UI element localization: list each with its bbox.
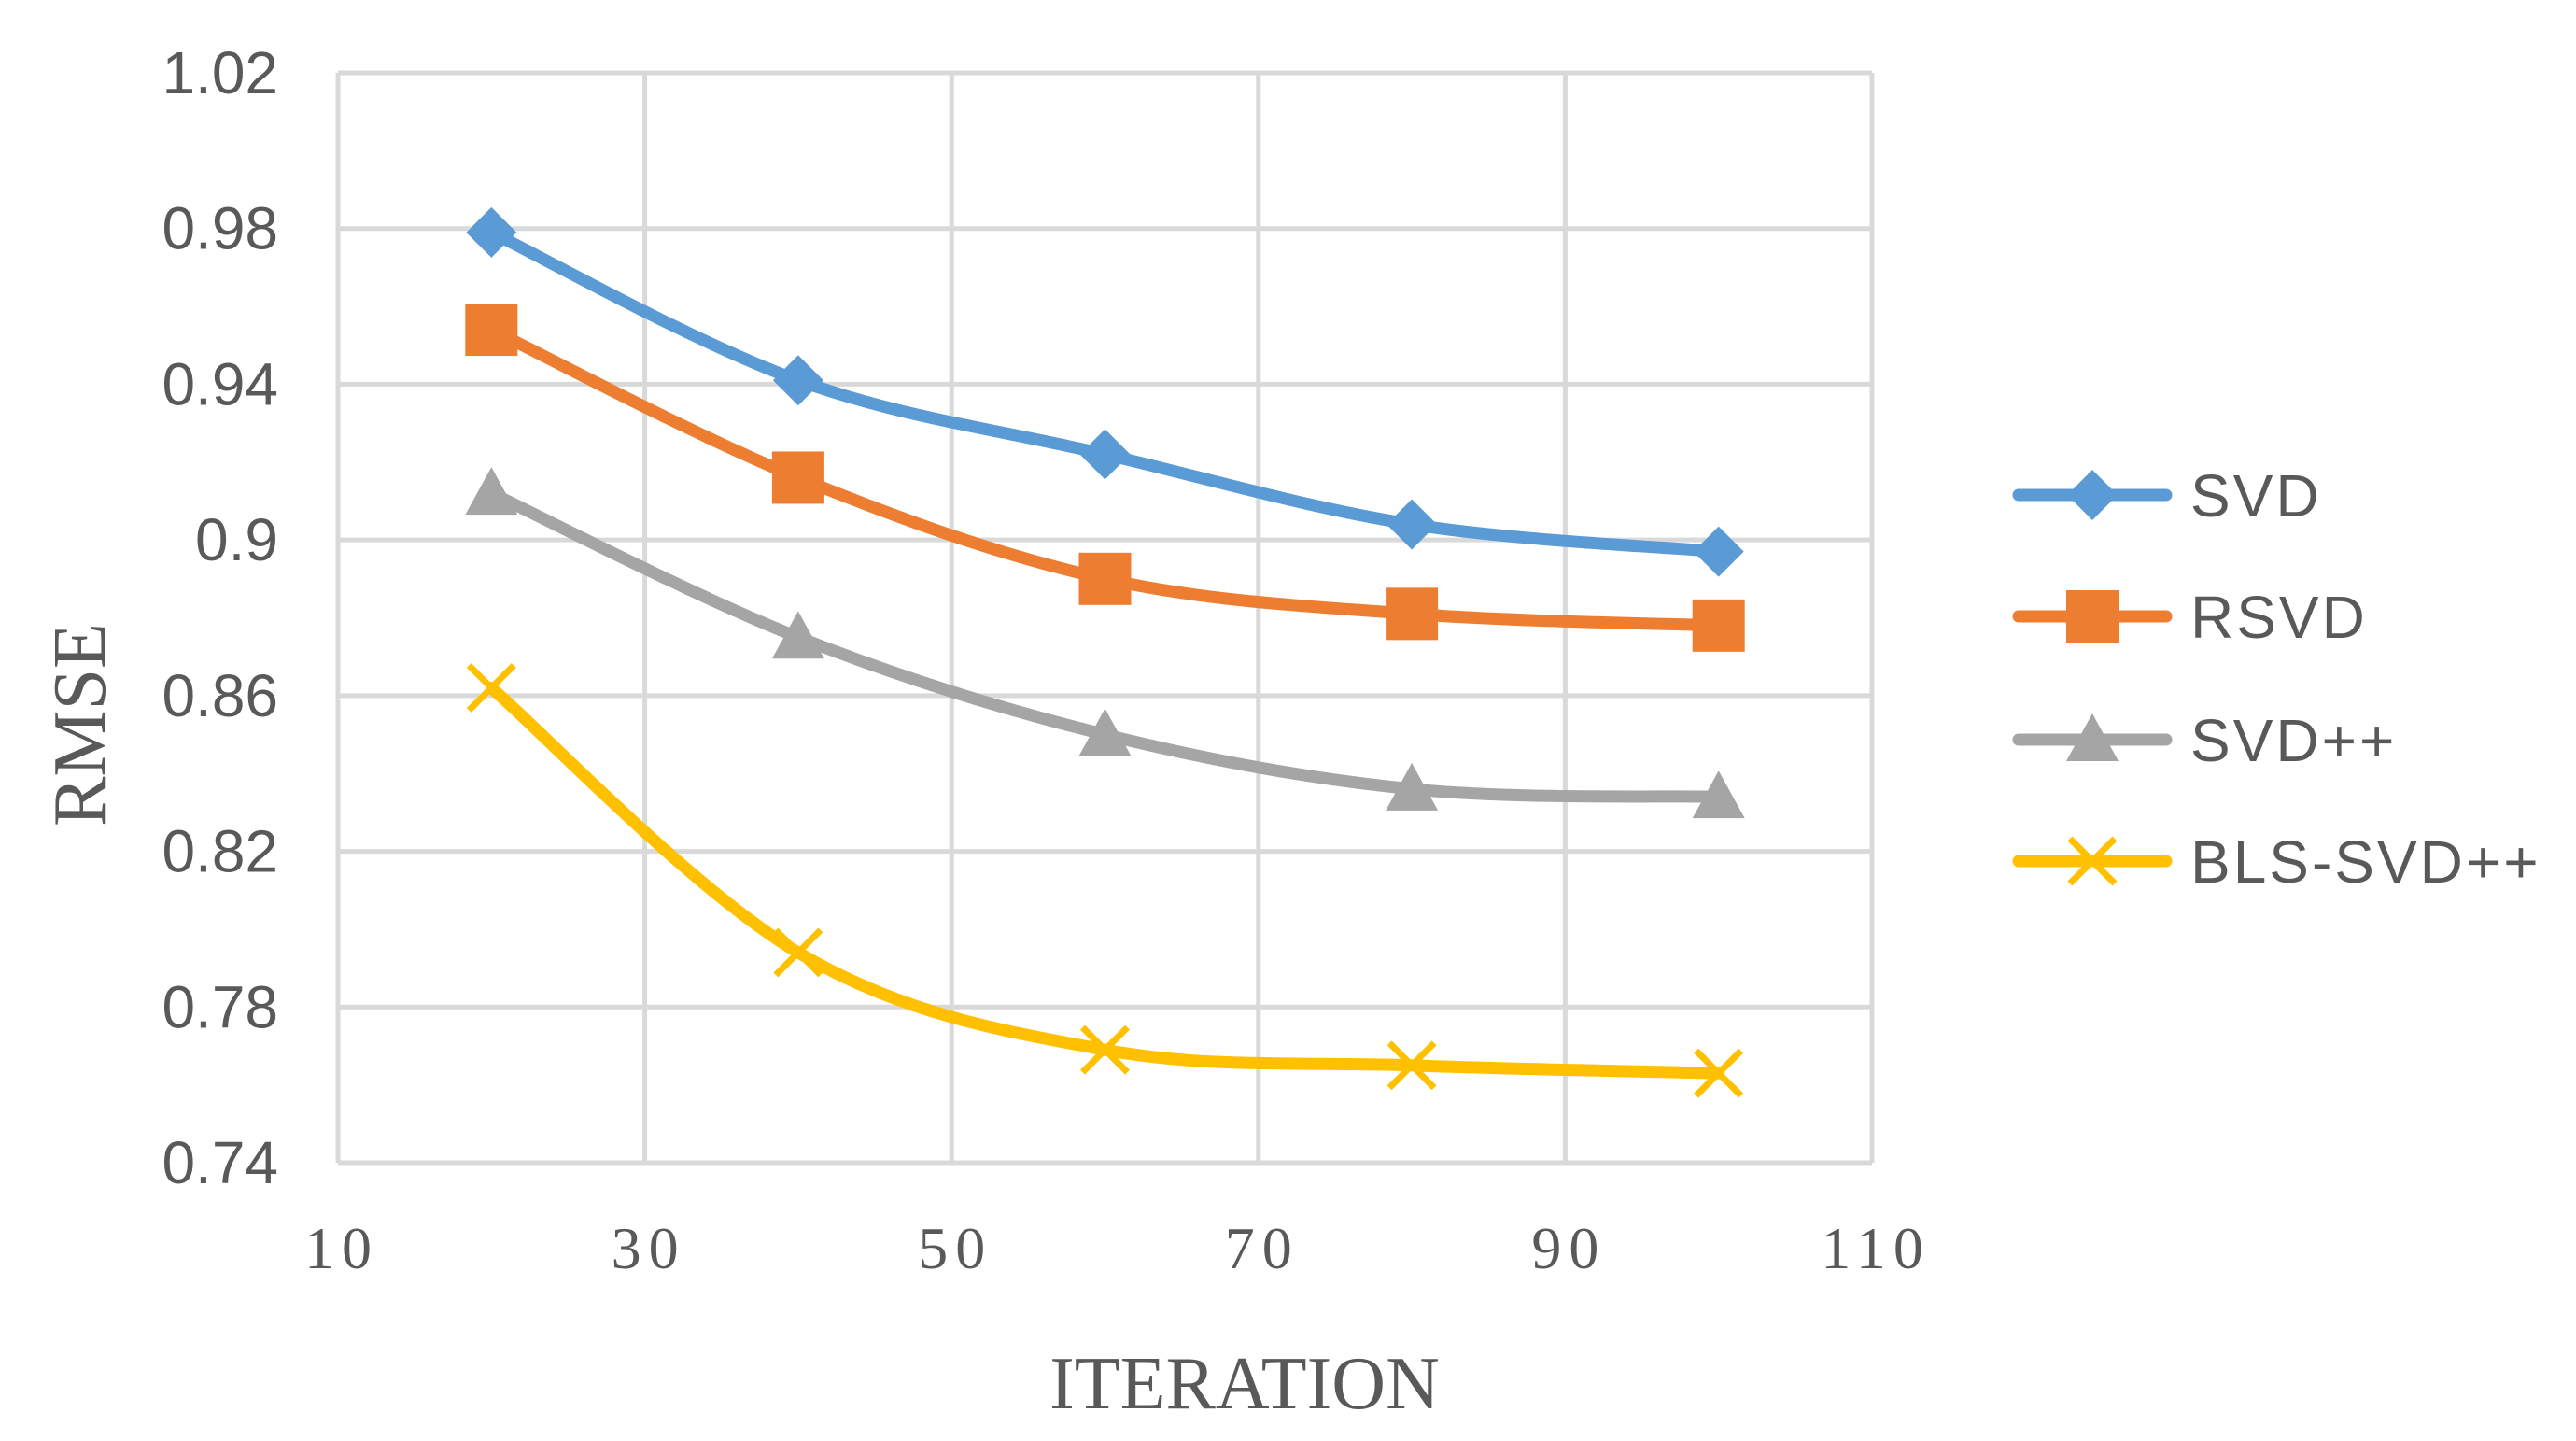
data-point-x bbox=[466, 663, 516, 713]
data-point-diamond bbox=[466, 206, 517, 258]
legend-marker bbox=[2066, 590, 2119, 643]
x-tick-label: 30 bbox=[612, 1215, 686, 1281]
legend-label: RSVD bbox=[2190, 584, 2368, 651]
data-point-diamond bbox=[1693, 526, 1744, 577]
x-tick-label: 50 bbox=[918, 1215, 992, 1281]
legend-label: SVD++ bbox=[2190, 707, 2397, 774]
y-tick-label: 0.94 bbox=[162, 350, 278, 417]
data-point-diamond bbox=[772, 355, 823, 406]
data-point-triangle bbox=[1386, 762, 1439, 811]
data-point-triangle bbox=[1692, 770, 1745, 819]
series-group bbox=[465, 206, 1745, 1098]
data-point-x bbox=[1387, 1040, 1437, 1091]
y-tick-label: 0.78 bbox=[162, 973, 278, 1040]
data-point-square bbox=[465, 304, 518, 357]
legend-label: SVD bbox=[2190, 462, 2322, 530]
y-tick-label: 1.02 bbox=[162, 39, 278, 106]
y-tick-label: 0.98 bbox=[162, 195, 278, 262]
data-point-diamond bbox=[1387, 499, 1438, 550]
data-point-x bbox=[1694, 1048, 1744, 1098]
data-point-diamond bbox=[1079, 429, 1131, 480]
data-point-square bbox=[1078, 552, 1132, 605]
data-point-x-stroke bbox=[1694, 1048, 1744, 1098]
x-tick-label: 10 bbox=[304, 1215, 379, 1281]
data-point-triangle bbox=[1078, 708, 1132, 756]
legend: SVD RSVD SVD++ BLS-SVD++ bbox=[2012, 462, 2541, 896]
data-point-x-stroke bbox=[466, 663, 516, 713]
series-svdpp bbox=[465, 467, 1745, 819]
data-point-square bbox=[1386, 587, 1439, 641]
series-rsvd bbox=[465, 304, 1745, 652]
x-tick-label: 70 bbox=[1225, 1215, 1300, 1281]
y-tick-label: 0.82 bbox=[162, 818, 278, 885]
x-axis-ticks: 10 30 50 70 90 110 bbox=[304, 1215, 1931, 1281]
legend-label: BLS-SVD++ bbox=[2190, 828, 2541, 896]
series-bls-svdpp bbox=[466, 663, 1744, 1098]
legend-item: SVD++ bbox=[2012, 707, 2397, 774]
series-svd bbox=[466, 206, 1744, 577]
data-point-x bbox=[773, 927, 823, 978]
y-tick-label: 0.9 bbox=[195, 506, 278, 573]
data-point-triangle bbox=[771, 611, 824, 659]
legend-item: SVD bbox=[2012, 462, 2322, 530]
data-point-triangle bbox=[465, 467, 518, 516]
data-point-square bbox=[1692, 599, 1745, 652]
x-tick-label: 110 bbox=[1821, 1215, 1931, 1281]
legend-marker-stroke bbox=[2067, 836, 2118, 886]
y-tick-label: 0.86 bbox=[162, 662, 278, 729]
data-point-x-stroke bbox=[773, 927, 823, 978]
y-axis-title: RMSE bbox=[39, 623, 121, 826]
series-line bbox=[485, 226, 1725, 558]
legend-marker bbox=[2066, 713, 2119, 761]
legend-item: BLS-SVD++ bbox=[2012, 828, 2541, 896]
y-axis-ticks: 0.74 0.78 0.82 0.86 0.9 0.94 0.98 1.02 bbox=[162, 39, 278, 1196]
data-point-x-stroke bbox=[1080, 1024, 1130, 1075]
x-axis-title: ITERATION bbox=[1049, 1343, 1440, 1425]
data-point-x-stroke bbox=[1387, 1040, 1437, 1091]
x-tick-label: 90 bbox=[1531, 1215, 1606, 1281]
data-point-x bbox=[1080, 1024, 1130, 1075]
legend-marker bbox=[2067, 836, 2118, 886]
y-tick-label: 0.74 bbox=[162, 1129, 278, 1196]
legend-item: RSVD bbox=[2012, 584, 2368, 651]
data-point-square bbox=[771, 451, 824, 504]
legend-marker bbox=[2067, 470, 2118, 520]
